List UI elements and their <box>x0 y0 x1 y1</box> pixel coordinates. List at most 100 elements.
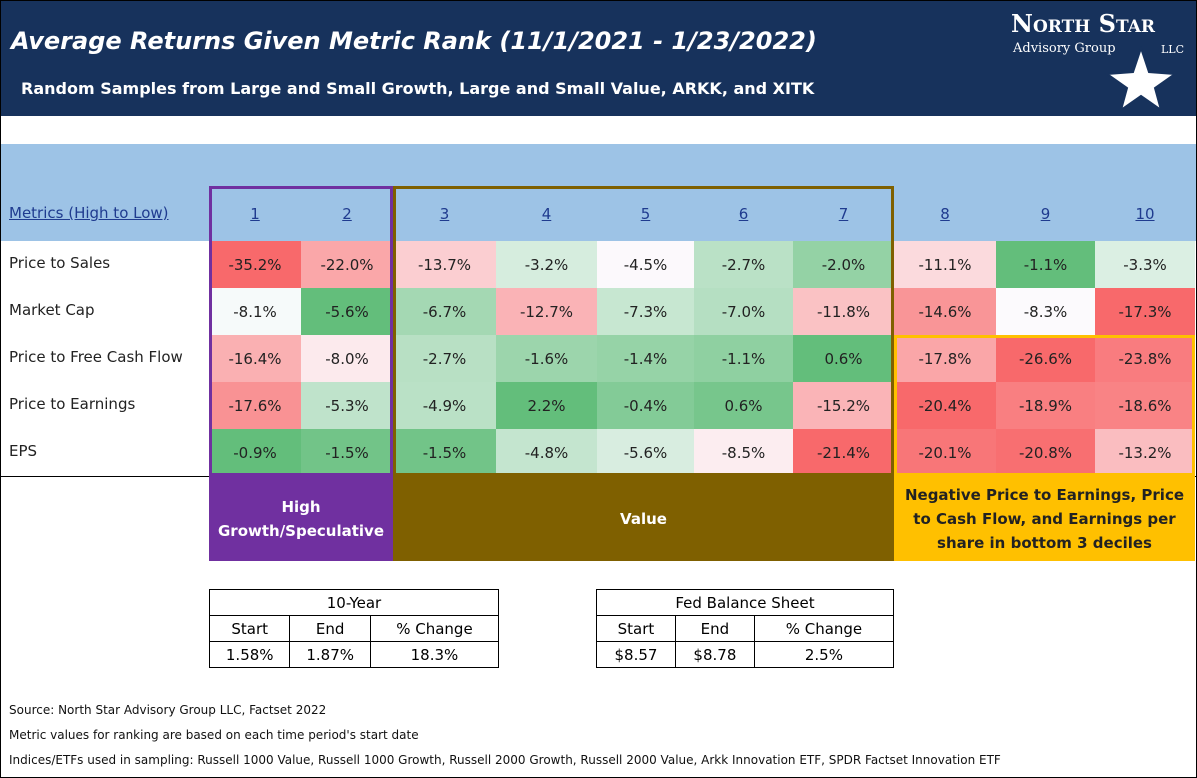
value-cell: -14.6% <box>894 288 996 335</box>
column-header: Start <box>596 615 676 642</box>
value-cell: 2.5% <box>753 641 895 668</box>
value-cell: -1.4% <box>597 335 694 382</box>
value-cell: -6.7% <box>393 288 496 335</box>
logo-name: North Star <box>1011 9 1156 38</box>
value-cell: $8.57 <box>596 641 676 668</box>
value-cell: -20.4% <box>894 382 996 429</box>
value-cell: -12.7% <box>496 288 597 335</box>
column-header: 8 <box>940 204 950 223</box>
value-cell: -8.1% <box>209 288 301 335</box>
value-cell: -17.6% <box>209 382 301 429</box>
value-cell: -20.1% <box>894 429 996 476</box>
subtitle: Random Samples from Large and Small Grow… <box>21 79 815 98</box>
group-label: Value <box>393 476 894 561</box>
row-label: Price to Earnings <box>9 395 136 413</box>
fed-table: Fed Balance Sheet Start End% Change $8.57 $… <box>596 589 895 668</box>
ten-year-table: 10-Year Start End% Change 1.58% 1.87% 18.3% <box>208 589 500 668</box>
value-cell: -23.8% <box>1095 335 1195 382</box>
column-header: 1 <box>250 204 260 223</box>
value-cell: -13.2% <box>1095 429 1195 476</box>
value-cell: -5.6% <box>301 288 393 335</box>
value-cell: -1.5% <box>301 429 393 476</box>
table-title: Fed Balance Sheet <box>596 589 894 616</box>
value-cell: $8.78 <box>674 641 755 668</box>
column-header: % Change <box>369 615 500 642</box>
header-row <box>1 186 1196 241</box>
value-cell: 0.6% <box>694 382 793 429</box>
value-cell: 18.3% <box>369 641 500 668</box>
value-cell: -8.3% <box>996 288 1095 335</box>
value-cell: -0.9% <box>209 429 301 476</box>
value-cell: -35.2% <box>209 241 301 288</box>
column-header: 5 <box>640 204 651 223</box>
row-label: Price to Sales <box>9 254 111 272</box>
value-cell: 1.58% <box>208 641 291 668</box>
value-cell: -11.1% <box>894 241 996 288</box>
value-cell: -3.3% <box>1095 241 1195 288</box>
logo-line2: Advisory Group <box>1013 41 1116 56</box>
group-label: High Growth/Speculative <box>209 476 393 561</box>
column-header: Start <box>208 615 291 642</box>
value-cell: -18.9% <box>996 382 1095 429</box>
value-cell: -5.6% <box>597 429 694 476</box>
logo-star <box>1104 46 1178 111</box>
value-cell: -5.3% <box>301 382 393 429</box>
logo-line3: LLC <box>1161 43 1185 56</box>
column-header: % Change <box>753 615 895 642</box>
column-header: 7 <box>838 204 849 223</box>
footnote: Metric values for ranking are based on e… <box>9 728 419 742</box>
row-label: EPS <box>9 442 38 460</box>
value-cell: -8.0% <box>301 335 393 382</box>
value-cell: -17.8% <box>894 335 996 382</box>
value-cell: -1.1% <box>996 241 1095 288</box>
column-header: End <box>674 615 755 642</box>
value-cell: -3.2% <box>496 241 597 288</box>
value-cell: -7.0% <box>694 288 793 335</box>
value-cell: -4.8% <box>496 429 597 476</box>
column-header: 3 <box>439 204 450 223</box>
column-header: 2 <box>342 204 352 223</box>
value-cell: -1.6% <box>496 335 597 382</box>
value-cell: -15.2% <box>793 382 894 429</box>
value-cell: -22.0% <box>301 241 393 288</box>
group-label: Negative Price to Earnings, Price to Cas… <box>894 476 1195 561</box>
value-cell: -7.3% <box>597 288 694 335</box>
group-box <box>894 335 1195 476</box>
value-cell: -18.6% <box>1095 382 1195 429</box>
value-cell: 1.87% <box>289 641 371 668</box>
footnote: Indices/ETFs used in sampling: Russell 1… <box>9 753 1001 767</box>
group-box <box>209 186 393 476</box>
group-box <box>393 186 894 476</box>
row-label: Market Cap <box>9 301 95 319</box>
blue-band <box>1 144 1196 186</box>
value-cell: -2.7% <box>393 335 496 382</box>
value-cell: -1.1% <box>694 335 793 382</box>
value-cell: -26.6% <box>996 335 1095 382</box>
value-cell: -1.5% <box>393 429 496 476</box>
value-cell: -21.4% <box>793 429 894 476</box>
title: Average Returns Given Metric Rank (11/1/… <box>11 27 817 55</box>
value-cell: -8.5% <box>694 429 793 476</box>
row-label: Price to Free Cash Flow <box>9 348 183 366</box>
column-header: 6 <box>738 204 749 223</box>
column-header: 4 <box>541 204 552 223</box>
footnote: Source: North Star Advisory Group LLC, F… <box>9 703 327 717</box>
header-band <box>1 1 1196 116</box>
value-cell: 2.2% <box>496 382 597 429</box>
column-header: End <box>289 615 371 642</box>
value-cell: 0.6% <box>793 335 894 382</box>
value-cell: -17.3% <box>1095 288 1195 335</box>
value-cell: -20.8% <box>996 429 1095 476</box>
value-cell: -11.8% <box>793 288 894 335</box>
header-label: Metrics (High to Low) <box>9 204 169 222</box>
value-cell: -2.7% <box>694 241 793 288</box>
table-title: 10-Year <box>209 589 499 616</box>
value-cell: -2.0% <box>793 241 894 288</box>
column-header: 9 <box>1040 204 1051 223</box>
value-cell: -4.9% <box>393 382 496 429</box>
value-cell: -13.7% <box>393 241 496 288</box>
value-cell: -4.5% <box>597 241 694 288</box>
value-cell: -0.4% <box>597 382 694 429</box>
value-cell: -16.4% <box>209 335 301 382</box>
